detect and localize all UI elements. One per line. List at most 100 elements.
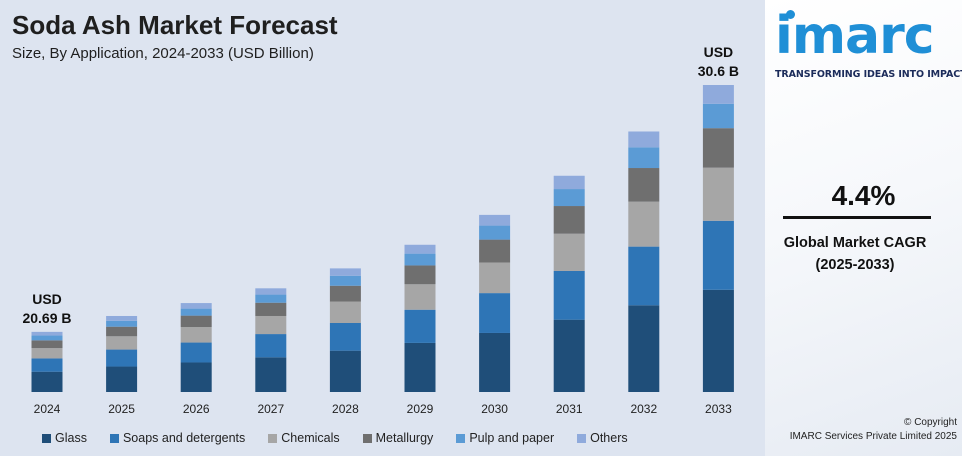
legend-item: Others <box>577 430 628 446</box>
bar-segment-2030-pulp-and-paper <box>479 225 511 240</box>
legend-item: Chemicals <box>268 430 340 446</box>
bar-segment-2029-others <box>404 244 436 254</box>
bar-segment-2024-metallurgy <box>31 340 63 349</box>
bar-segment-2028-metallurgy <box>329 285 361 302</box>
bar-segment-2031-metallurgy <box>553 206 585 234</box>
bar-segment-2025-glass <box>106 366 138 392</box>
bar-segment-2031-pulp-and-paper <box>553 189 585 207</box>
bar-segment-2024-pulp-and-paper <box>31 335 63 341</box>
bar-segment-2029-glass <box>404 342 436 392</box>
cagr-value: 4.4% <box>831 180 896 211</box>
bar-segment-2032-chemicals <box>628 201 660 247</box>
chart-legend: Glass Soaps and detergents Chemicals Metall… <box>42 430 651 446</box>
x-tick-label: 2030 <box>481 402 508 416</box>
bar-segment-2027-metallurgy <box>255 302 287 316</box>
bar-segment-2025-others <box>106 315 138 321</box>
legend-swatch <box>362 433 372 443</box>
logo-tagline: TRANSFORMING IDEAS INTO IMPACT <box>775 69 962 80</box>
bar-segment-2028-glass <box>329 350 361 392</box>
bar-segment-2033-others <box>702 85 734 104</box>
bar-segment-2027-glass <box>255 357 287 392</box>
bar-segment-2028-chemicals <box>329 301 361 323</box>
bar-segment-2032-pulp-and-paper <box>628 147 660 169</box>
copyright-line2: IMARC Services Private Limited 2025 <box>789 431 957 442</box>
total-label-value: 30.6 B <box>698 63 739 79</box>
legend-label: Pulp and paper <box>469 431 555 445</box>
bar-segment-2031-soaps-and-detergents <box>553 270 585 320</box>
bar-segment-2032-soaps-and-detergents <box>628 246 660 306</box>
bar-segment-2030-glass <box>479 332 511 392</box>
bar-segment-2033-pulp-and-paper <box>702 103 734 129</box>
bar-segment-2027-chemicals <box>255 315 287 335</box>
x-tick-label: 2029 <box>407 402 434 416</box>
legend-label: Metallurgy <box>375 431 434 445</box>
cagr-label-line2: (2025-2033) <box>815 257 895 273</box>
bar-segment-2029-chemicals <box>404 284 436 310</box>
bar-segment-2030-soaps-and-detergents <box>479 293 511 333</box>
imarc-logo: imarc TRANSFORMING IDEAS INTO IMPACT <box>775 6 962 80</box>
bar-segment-2027-others <box>255 288 287 295</box>
x-tick-label: 2031 <box>556 402 583 416</box>
x-tick-label: 2024 <box>34 402 61 416</box>
logo-text: imarc <box>775 6 935 66</box>
copyright: © Copyright IMARC Services Private Limit… <box>765 416 957 444</box>
bar-segment-2033-glass <box>702 289 734 392</box>
logo-dot <box>786 10 795 19</box>
legend-item: Glass <box>42 430 87 446</box>
chart-plot: 2024 2025 2026 2027 2028 2029 2030 2031 2032 2033… <box>22 44 739 416</box>
chart-title: Soda Ash Market Forecast <box>12 10 338 40</box>
legend-label: Soaps and detergents <box>122 431 246 445</box>
bar-segment-2029-soaps-and-detergents <box>404 309 436 343</box>
bar-segment-2033-metallurgy <box>702 128 734 168</box>
legend-item: Pulp and paper <box>456 430 554 446</box>
cagr-label: Global Market CAGR (2025-2033) <box>765 232 945 276</box>
bar-segment-2025-chemicals <box>106 336 138 350</box>
bar-segment-2028-pulp-and-paper <box>329 275 361 286</box>
legend-label: Glass <box>55 431 87 445</box>
bar-segment-2030-chemicals <box>479 262 511 294</box>
total-label-currency: USD <box>704 44 734 60</box>
legend-item: Soaps and detergents <box>109 430 246 446</box>
copyright-line1: © Copyright <box>904 417 957 428</box>
side-panel: imarc TRANSFORMING IDEAS INTO IMPACT 4.4… <box>765 0 962 456</box>
bar-segment-2026-glass <box>180 362 212 392</box>
bar-segment-2032-glass <box>628 305 660 392</box>
legend-item: Metallurgy <box>362 430 434 446</box>
bar-segment-2026-chemicals <box>180 327 212 343</box>
bar-segment-2026-soaps-and-detergents <box>180 342 212 363</box>
x-tick-label: 2033 <box>705 402 732 416</box>
bar-segment-2027-soaps-and-detergents <box>255 334 287 358</box>
x-tick-label: 2028 <box>332 402 359 416</box>
bar-segment-2028-soaps-and-detergents <box>329 322 361 351</box>
bar-segment-2028-others <box>329 268 361 276</box>
x-tick-label: 2032 <box>630 402 657 416</box>
bar-segment-2031-chemicals <box>553 233 585 271</box>
bar-segment-2025-soaps-and-detergents <box>106 349 138 367</box>
bar-segment-2024-others <box>31 331 63 336</box>
total-label-value: 20.69 B <box>22 310 71 326</box>
legend-swatch <box>577 433 587 443</box>
bar-segment-2029-metallurgy <box>404 265 436 285</box>
bar-segment-2026-metallurgy <box>180 315 212 328</box>
bar-segment-2025-pulp-and-paper <box>106 320 138 327</box>
x-tick-label: 2025 <box>108 402 135 416</box>
bar-segment-2025-metallurgy <box>106 326 138 337</box>
x-tick-label: 2027 <box>257 402 284 416</box>
x-tick-label: 2026 <box>183 402 210 416</box>
chart-panel: 2024 2025 2026 2027 2028 2029 2030 2031 2032 2033… <box>12 10 740 446</box>
legend-label: Chemicals <box>281 431 340 445</box>
bar-segment-2033-soaps-and-detergents <box>702 220 734 290</box>
bar-segment-2030-others <box>479 214 511 226</box>
legend-swatch <box>109 433 119 443</box>
bar-segment-2026-others <box>180 303 212 309</box>
bar-segment-2027-pulp-and-paper <box>255 294 287 303</box>
legend-label: Others <box>590 431 628 445</box>
bar-segment-2024-glass <box>31 371 63 392</box>
legend-swatch <box>268 433 278 443</box>
bar-segment-2033-chemicals <box>702 167 734 221</box>
legend-swatch <box>456 433 466 443</box>
bar-segment-2032-metallurgy <box>628 168 660 202</box>
bar-segment-2032-others <box>628 131 660 148</box>
bar-segment-2029-pulp-and-paper <box>404 253 436 266</box>
bar-segment-2026-pulp-and-paper <box>180 308 212 316</box>
